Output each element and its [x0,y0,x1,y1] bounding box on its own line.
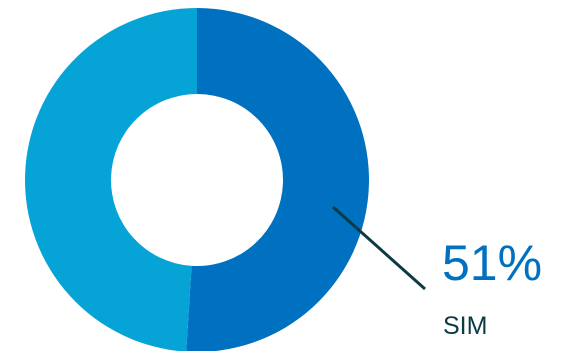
slices-group [24,8,369,351]
callout-leader-line [332,205,426,291]
donut-slice-1 [186,8,369,351]
callout-percentage: 51% [442,235,543,291]
callout-label: SIM [443,312,488,340]
donut-slice-2 [24,8,197,351]
